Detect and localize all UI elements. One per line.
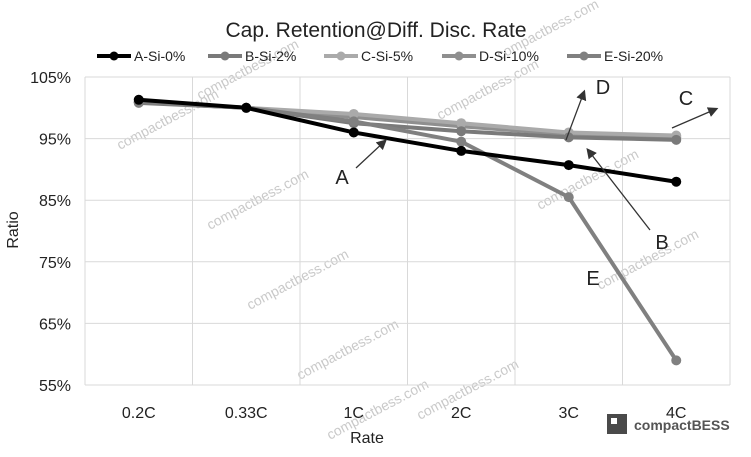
data-point [671,355,682,366]
x-axis: 0.2C 0.33C 1C 2C 3C 4C [122,405,687,422]
annotation-label: C [679,88,693,110]
watermark-text: compactbess.com [244,246,351,313]
data-point [456,136,467,147]
logo-text: compactBESS [634,417,730,433]
data-point [456,145,467,156]
data-point [671,134,682,145]
legend-item: E-Si-20% [567,48,663,64]
annotation-B: B [586,147,669,254]
data-point [563,160,574,171]
annotation-arrow [565,89,587,141]
watermark-text: compactbess.com [534,146,641,213]
series-line [138,97,677,184]
legend-label: B-Si-2% [245,48,296,64]
legend-label: A-Si-0% [134,48,185,64]
legend-label: E-Si-20% [604,48,663,64]
y-tick-label: 75% [39,255,71,272]
legend-marker [579,51,589,61]
data-point [241,102,252,113]
annotation-D: D [565,77,610,141]
annotation-arrow [671,107,719,129]
data-point [563,192,574,203]
brand-logo: compactBESS [607,414,730,434]
annotation-layer: A B C D E [335,77,719,290]
data-point [348,127,359,138]
data-point [671,176,682,187]
annotation-label: A [335,167,349,189]
x-tick-label: 0.2C [122,405,156,422]
legend-item: C-Si-5% [324,48,413,64]
data-point [133,94,144,105]
y-tick-label: 55% [39,378,71,395]
annotation-label: B [655,232,668,254]
y-tick-label: 95% [39,132,71,149]
watermark-text: compactbess.com [204,166,311,233]
legend-marker [109,51,119,61]
watermark-text: compactbess.com [194,36,301,103]
legend-item: B-Si-2% [208,48,296,64]
y-axis: 55% 65% 75% 85% 95% 105% [30,70,71,395]
y-axis-label: Ratio [5,211,22,248]
x-axis-label: Rate [350,430,384,447]
y-tick-label: 105% [30,70,71,87]
legend-marker [220,51,230,61]
legend-label: D-Si-10% [479,48,539,64]
data-point [348,108,359,119]
annotation-arrow [586,147,651,231]
data-point [348,116,359,127]
x-tick-label: 4C [666,405,686,422]
annotation-label: E [586,268,599,290]
annotation-A: A [335,139,387,189]
legend-label: C-Si-5% [361,48,413,64]
annotation-label: D [596,77,610,99]
annotation-E: E [586,268,599,290]
x-tick-label: 0.33C [225,405,268,422]
legend: A-Si-0% B-Si-2% C-Si-5% D-Si-10% E-Si-20% [97,48,663,64]
watermark-text: compactbess.com [294,316,401,383]
grid [84,76,731,386]
legend-marker [454,51,464,61]
watermark-text: compactbess.com [434,56,541,123]
legend-marker [336,51,346,61]
chart-title: Cap. Retention@Diff. Disc. Rate [225,19,526,42]
data-point [456,118,467,129]
x-tick-label: 2C [451,405,471,422]
logo-mark-inner [611,418,617,424]
x-tick-label: 1C [344,405,364,422]
data-point [456,126,467,137]
annotation-C: C [671,88,719,129]
legend-item: D-Si-10% [442,48,539,64]
x-tick-label: 3C [559,405,579,422]
series-A-Si-0% [133,94,682,187]
y-tick-label: 65% [39,316,71,333]
series-layer [133,94,682,366]
annotation-arrow [355,139,387,169]
legend-item: A-Si-0% [97,48,185,64]
y-tick-label: 85% [39,193,71,210]
